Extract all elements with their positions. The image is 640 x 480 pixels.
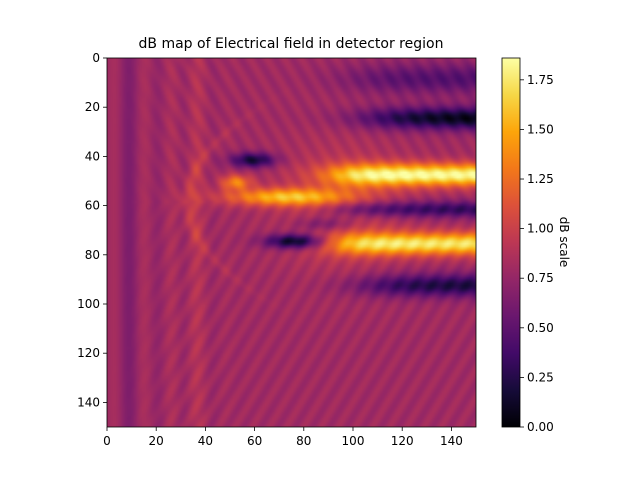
colorbar-frame [501, 57, 521, 428]
colorbar: 0.00 0.25 0.50 0.75 1.00 1.25 1.50 1.75 dB scal… [501, 57, 571, 434]
y-tick-label: 0 [92, 51, 100, 65]
colorbar-tick-label: 1.75 [527, 73, 554, 87]
colorbar-tick-label: 1.25 [527, 172, 554, 186]
x-tick-label: 80 [296, 434, 311, 448]
plot-area [106, 57, 477, 428]
x-tick-label: 0 [103, 434, 111, 448]
colorbar-label: dB scale [557, 217, 571, 268]
y-tick-label: 40 [85, 149, 100, 163]
colorbar-tick-label: 0.00 [527, 420, 554, 434]
colorbar-tick-label: 0.25 [527, 370, 554, 384]
plot-frame [106, 57, 477, 428]
x-tick-label: 40 [198, 434, 213, 448]
x-tick-label: 20 [149, 434, 164, 448]
y-tick-label: 140 [77, 395, 100, 409]
colorbar-gradient [502, 58, 520, 427]
heatmap-image [107, 58, 476, 427]
x-tick-label: 100 [342, 434, 365, 448]
colorbar-tick-label: 1.50 [527, 122, 554, 136]
x-tick-label: 140 [440, 434, 463, 448]
y-tick-label: 80 [85, 248, 100, 262]
x-tick-label: 120 [391, 434, 414, 448]
y-tick-label: 60 [85, 199, 100, 213]
chart-title: dB map of Electrical field in detector r… [139, 36, 444, 52]
colorbar-tick-label: 0.75 [527, 271, 554, 285]
y-tick-label: 120 [77, 346, 100, 360]
x-tick-label: 60 [247, 434, 262, 448]
y-tick-label: 100 [77, 297, 100, 311]
x-axis: 0 20 40 60 80 100 120 140 [103, 427, 463, 448]
y-axis: 0 20 40 60 80 100 120 140 [77, 51, 107, 409]
colorbar-ticks: 0.00 0.25 0.50 0.75 1.00 1.25 1.50 1.75 [520, 73, 554, 434]
colorbar-tick-label: 1.00 [527, 222, 554, 236]
colorbar-tick-label: 0.50 [527, 321, 554, 335]
y-tick-label: 20 [85, 100, 100, 114]
